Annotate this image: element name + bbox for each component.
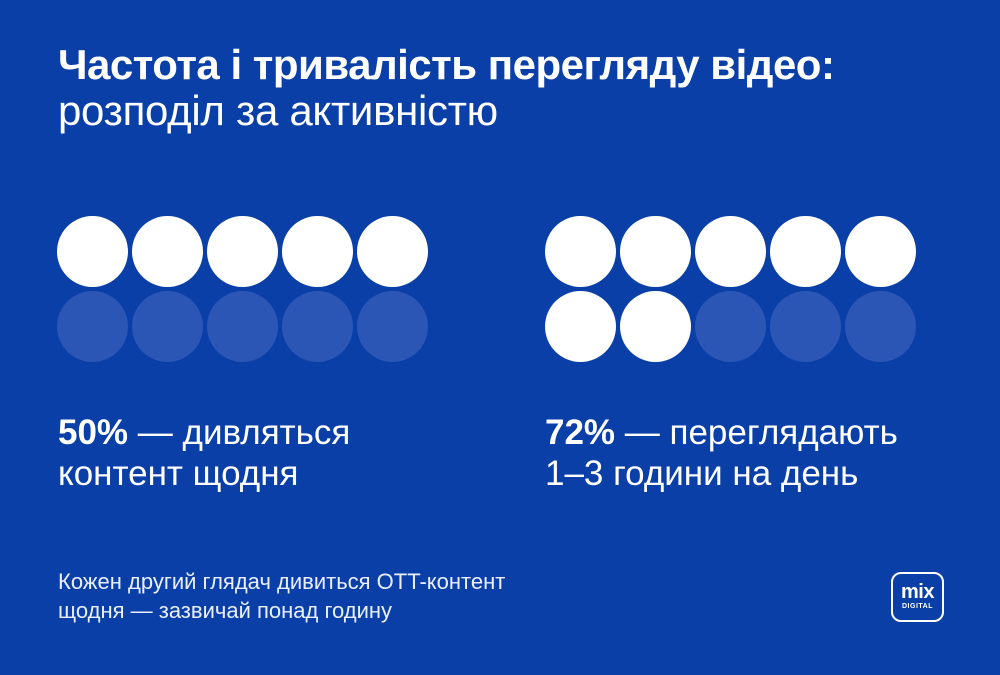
dot-filled [57,216,128,287]
footnote: Кожен другий глядач дивиться OTT-контент… [58,568,505,625]
dot-filled [695,216,766,287]
dot-empty [282,291,353,362]
logo-sub-text: DIGITAL [902,603,933,610]
dot-empty [357,291,428,362]
stat-text-line2: 1–3 години на день [545,454,859,494]
stat-value: 50% [58,413,129,452]
footnote-line2: щодня — зазвичай понад годину [58,597,393,623]
dot-filled [620,291,691,362]
dot-empty [695,291,766,362]
page-subtitle: розподіл за активністю [58,87,498,135]
header: Частота і тривалість перегляду відео: ро… [58,41,835,135]
dot-filled [545,291,616,362]
dot-filled [357,216,428,287]
stat-value: 72% [545,413,616,452]
dot-filled [207,216,278,287]
dot-filled [620,216,691,287]
dot-filled [545,216,616,287]
dot-filled [282,216,353,287]
dot-filled [132,216,203,287]
dot-empty [770,291,841,362]
dot-empty [207,291,278,362]
dot-empty [845,291,916,362]
stat-dash: — [615,413,670,452]
dot-empty [132,291,203,362]
stat-text-line1: переглядають [669,413,898,452]
dot-filled [845,216,916,287]
page-title: Частота і тривалість перегляду відео: [58,41,835,88]
stat-hours: 72% — переглядають 1–3 години на день [545,412,898,495]
stat-text-line1: дивляться [182,413,351,452]
logo-main-text: mix [901,581,934,603]
mix-digital-logo: mix DIGITAL [891,572,944,622]
dot-filled [770,216,841,287]
footnote-line1: Кожен другий глядач дивиться OTT-контент [58,569,506,594]
stat-text-line2: контент щодня [58,454,299,494]
dot-grid-hours [545,216,916,362]
dot-empty [57,291,128,362]
stat-daily: 50% — дивляться контент щодня [58,412,350,495]
dot-grid-daily [57,216,428,362]
stat-dash: — [128,413,183,452]
